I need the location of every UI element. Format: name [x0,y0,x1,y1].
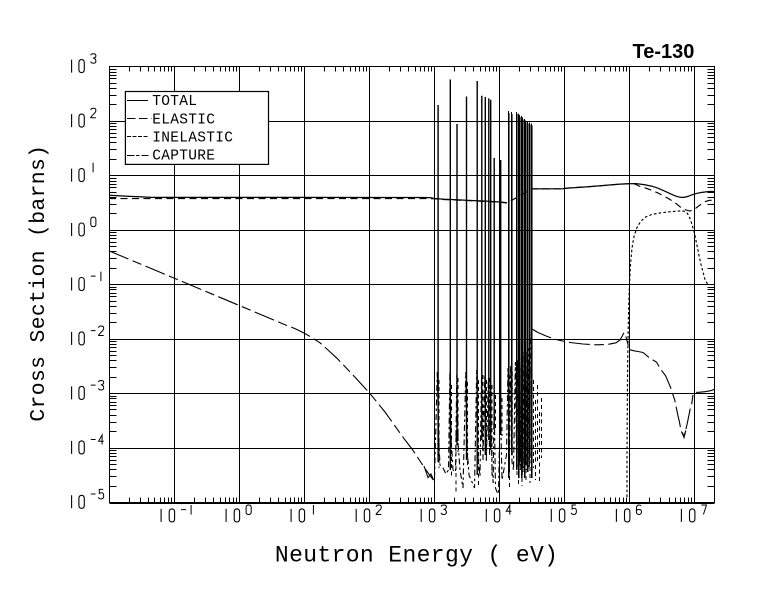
svg-text:INELASTIC: INELASTIC [152,131,233,147]
svg-text:TOTAL: TOTAL [152,94,197,110]
svg-text:Cross Section (barns): Cross Section (barns) [27,145,51,422]
svg-text:CAPTURE: CAPTURE [152,149,215,165]
svg-text:ELASTIC: ELASTIC [152,113,215,129]
svg-text:Te-130: Te-130 [633,41,695,63]
svg-text:Neutron Energy ( eV): Neutron Energy ( eV) [275,543,558,569]
